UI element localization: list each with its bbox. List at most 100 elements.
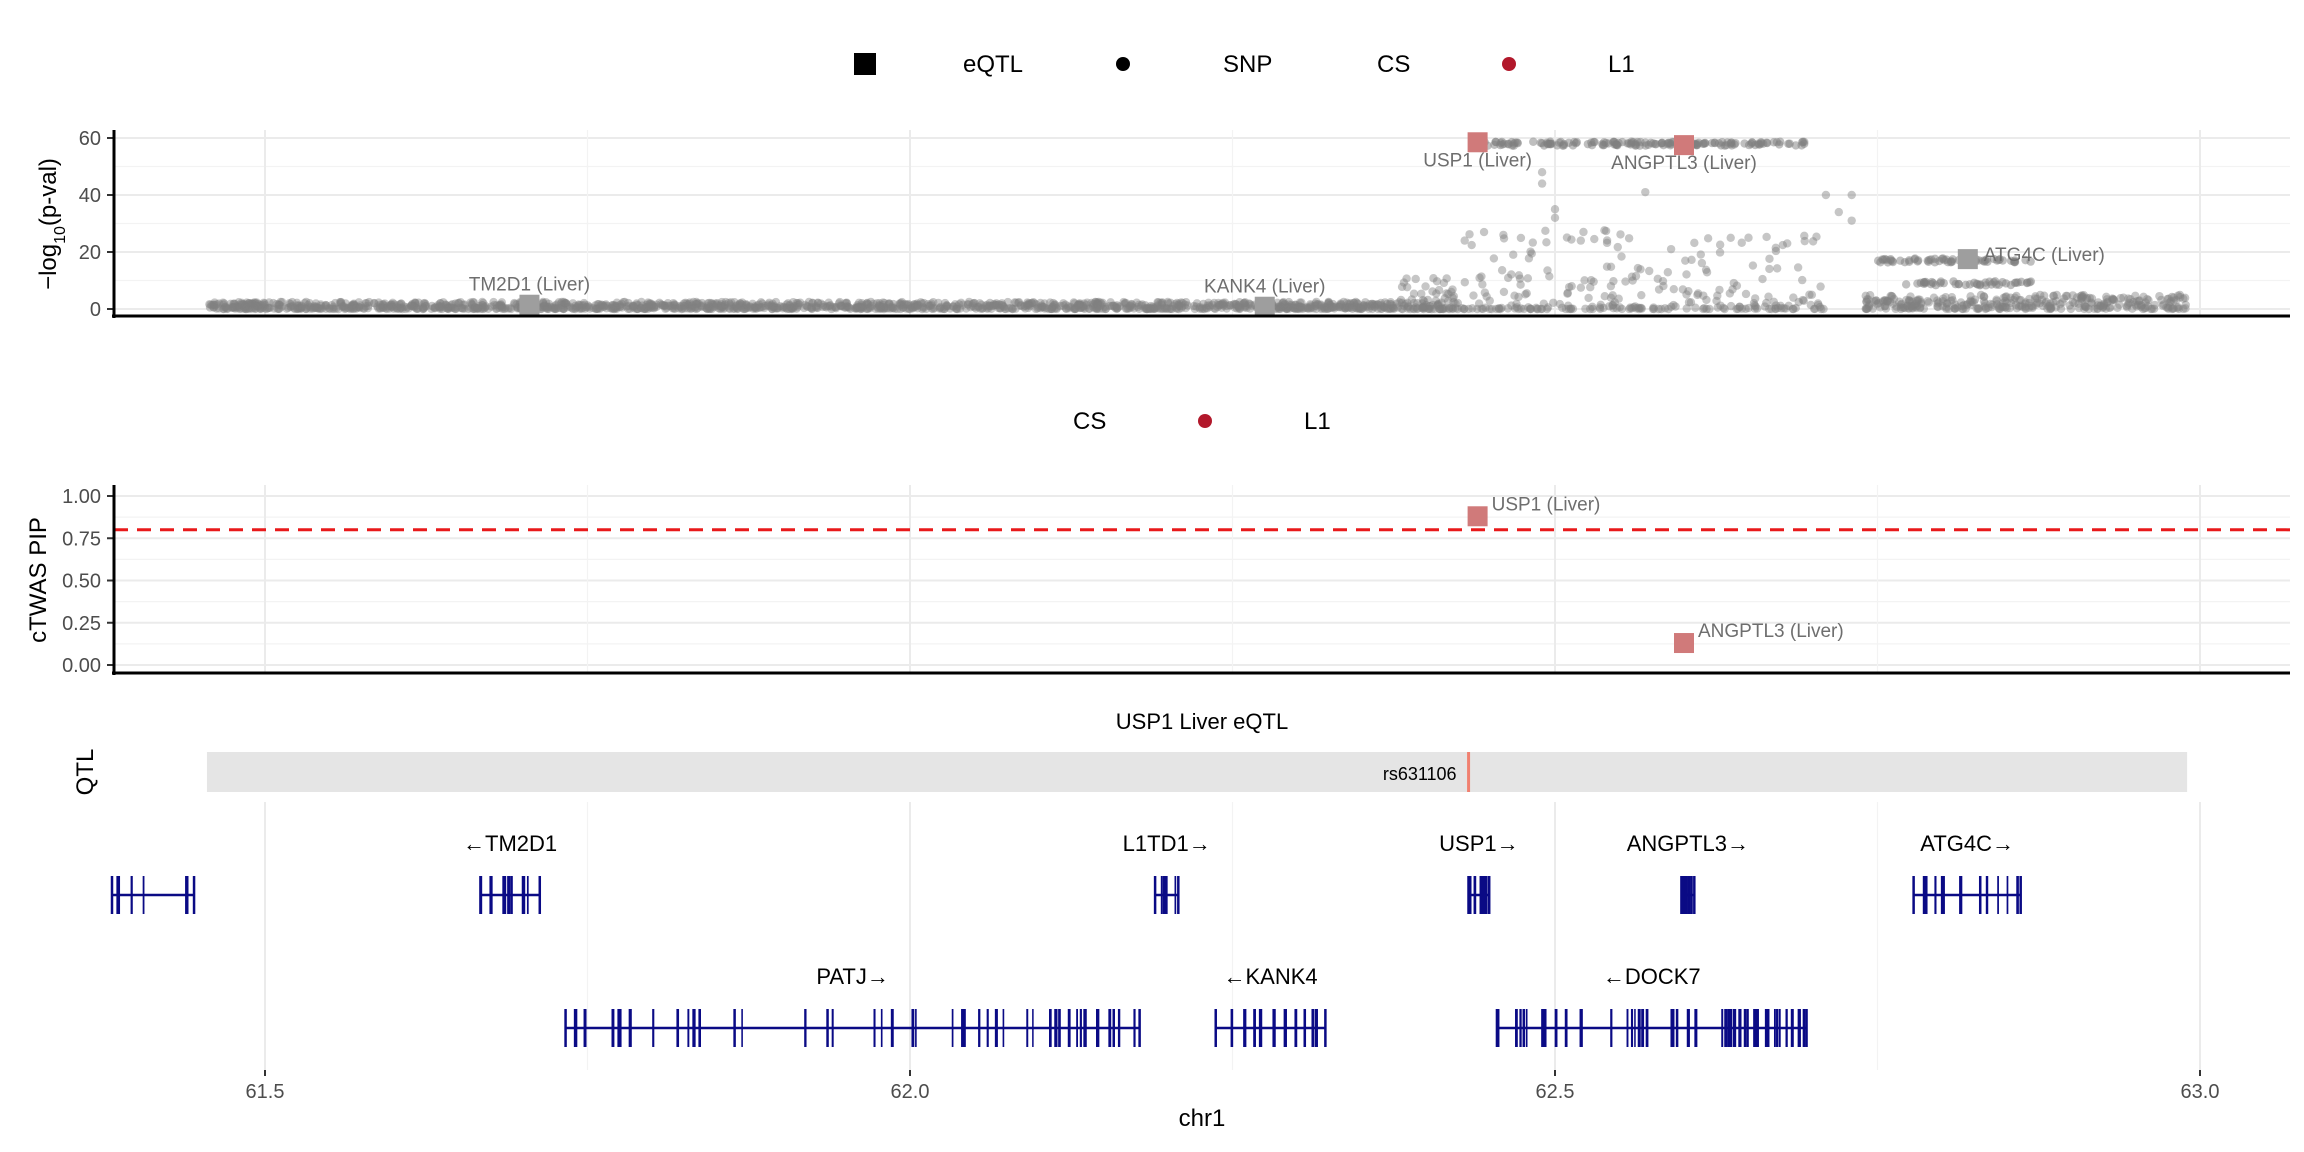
snp-point (562, 300, 572, 309)
snp-point (1311, 301, 1320, 310)
snp-point (481, 302, 491, 311)
snp-point (477, 300, 487, 310)
snp-point (375, 303, 385, 313)
snp-point (220, 303, 229, 312)
snp-point (1413, 298, 1422, 308)
snp-point (2068, 291, 2077, 300)
snp-point (929, 303, 939, 313)
snp-point (1016, 301, 1026, 310)
snp-point (2108, 295, 2117, 305)
snp-point (1487, 304, 1496, 314)
snp-point (1100, 302, 1110, 312)
snp-point (856, 303, 866, 312)
snp-point (1231, 300, 1241, 309)
snp-point (484, 304, 493, 313)
snp-point (1377, 301, 1387, 311)
snp-point (1279, 297, 1288, 307)
snp-point (1933, 299, 1942, 308)
snp-point (1303, 304, 1313, 313)
snp-point (344, 303, 353, 313)
snp-point (802, 301, 812, 311)
snp-point (1963, 299, 1972, 309)
snp-point (240, 303, 250, 313)
snp-point (1733, 304, 1743, 314)
snp-point (968, 299, 977, 308)
snp-point (387, 300, 396, 309)
snp-point (1528, 238, 1537, 247)
snp-point (1901, 280, 1911, 289)
snp-point (879, 303, 889, 313)
snp-point (1050, 300, 1060, 309)
snp-point (1326, 303, 1336, 312)
snp-point (1660, 304, 1670, 313)
snp-point (1496, 304, 1505, 314)
eqtl-point (1254, 296, 1275, 317)
snp-point (1604, 302, 1614, 311)
snp-point (984, 304, 993, 313)
snp-point (413, 304, 422, 314)
snp-point (1050, 304, 1059, 313)
snp-point (685, 303, 694, 313)
snp-point (1423, 295, 1432, 305)
snp-point (622, 302, 631, 311)
snp-point (1042, 304, 1051, 313)
snp-point (550, 304, 559, 314)
snp-point (1079, 302, 1088, 311)
snp-point (389, 304, 398, 313)
snp-point (1020, 301, 1030, 311)
snp-point (352, 303, 361, 312)
snp-point (221, 303, 231, 313)
snp-point (783, 299, 793, 308)
snp-point (1434, 304, 1444, 314)
snp-point (363, 303, 373, 313)
snp-point (1861, 304, 1870, 313)
snp-point (2164, 294, 2173, 303)
snp-point (407, 301, 416, 311)
snp-point (2144, 296, 2153, 305)
snp-point (905, 304, 914, 314)
snp-point (827, 304, 836, 314)
snp-point (846, 304, 855, 314)
snp-point (1684, 298, 1694, 307)
snp-point (434, 302, 444, 311)
snp-point (1141, 304, 1151, 314)
snp-point (2167, 292, 2177, 302)
snp-point (1402, 282, 1412, 292)
snp-point (856, 304, 866, 313)
snp-point (1439, 304, 1448, 314)
snp-point (645, 300, 654, 309)
snp-point (929, 304, 938, 314)
x-tick-label: 63.0 (2181, 1081, 2220, 1103)
snp-point (1088, 300, 1097, 309)
snp-point (2020, 299, 2030, 309)
snp-point (1048, 302, 1057, 312)
snp-point (1444, 289, 1453, 299)
snp-point (1564, 282, 1574, 292)
snp-point (1691, 303, 1700, 312)
snp-point (1029, 298, 1038, 307)
snp-point (1218, 300, 1227, 309)
pip-y-tick-label: 0.75 (62, 528, 101, 550)
snp-point (1948, 295, 1957, 305)
snp-point (877, 304, 886, 313)
snp-point (2041, 299, 2050, 308)
snp-point (252, 301, 261, 310)
snp-point (940, 298, 950, 308)
snp-point (300, 298, 309, 308)
snp-point (813, 303, 822, 313)
snp-point (1140, 304, 1150, 313)
snp-point (1034, 303, 1043, 312)
eqtl-point (1467, 132, 1488, 153)
snp-point (1303, 303, 1313, 313)
snp-point (1313, 300, 1322, 309)
snp-point (1429, 274, 1438, 283)
snp-point (1159, 304, 1168, 313)
snp-point (1091, 297, 1100, 307)
snp-point (321, 302, 330, 311)
gene-model: USP1→ (1439, 831, 1519, 914)
snp-point (1523, 274, 1533, 283)
snp-point (658, 300, 667, 310)
snp-point (857, 300, 867, 310)
snp-point (1861, 304, 1871, 314)
snp-point (1771, 243, 1780, 253)
